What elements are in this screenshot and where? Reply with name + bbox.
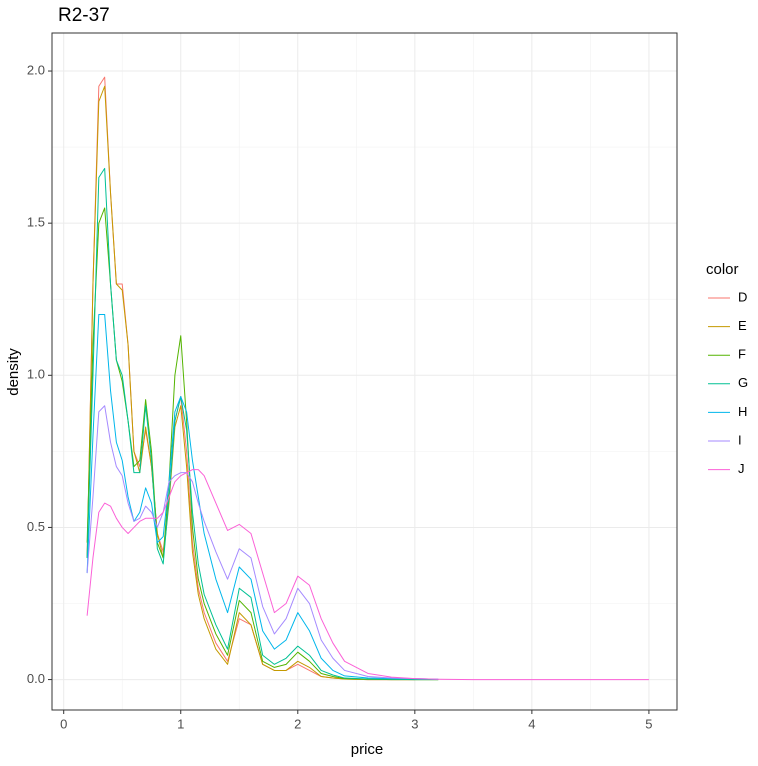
x-tick-label: 0 <box>60 716 67 731</box>
y-tick-label: 0.5 <box>27 519 45 534</box>
x-tick-label: 5 <box>645 716 652 731</box>
legend-label: G <box>738 375 748 390</box>
legend-label: I <box>738 432 742 447</box>
legend-title: color <box>706 261 739 278</box>
density-line <box>86 76 415 681</box>
y-tick-label: 1.0 <box>27 367 45 382</box>
legend-label: F <box>738 347 746 362</box>
y-tick-label: 0.0 <box>27 671 45 686</box>
legend-label: D <box>738 289 747 304</box>
panel-border <box>51 32 678 711</box>
density-line <box>86 313 439 680</box>
x-tick-label: 4 <box>528 716 535 731</box>
y-tick-label: 2.0 <box>27 62 45 77</box>
density-line <box>86 167 439 681</box>
y-axis-label: density <box>5 348 22 396</box>
x-tick-label: 2 <box>294 716 301 731</box>
y-tick-label: 1.5 <box>27 215 45 230</box>
density-line <box>86 207 439 681</box>
x-tick-label: 3 <box>411 716 418 731</box>
legend-label: E <box>738 318 747 333</box>
legend-label: J <box>738 461 745 476</box>
x-axis-label: price <box>351 741 384 758</box>
density-line <box>86 405 439 680</box>
legend-label: H <box>738 404 747 419</box>
density-line <box>86 85 439 681</box>
density-line <box>86 469 649 681</box>
chart-title: R2-37 <box>58 5 110 26</box>
x-tick-label: 1 <box>177 716 184 731</box>
